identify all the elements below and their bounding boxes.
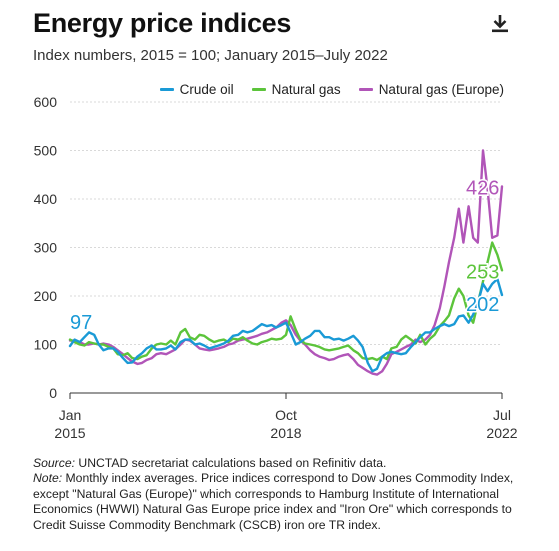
- legend-label: Natural gas: [271, 82, 341, 97]
- legend-label: Crude oil: [179, 82, 234, 97]
- legend-item: Crude oil: [159, 82, 234, 97]
- download-icon[interactable]: [490, 13, 510, 35]
- data-label-crude-oil-start: 97: [70, 312, 92, 334]
- legend-item: Natural gas (Europe): [358, 82, 504, 97]
- legend-swatch: [358, 88, 373, 91]
- x-tick-label: Oct: [275, 407, 297, 423]
- chart-notes: Source: UNCTAD secretariat calculations …: [33, 456, 533, 533]
- legend-item: Natural gas: [251, 82, 341, 97]
- legend-label: Natural gas (Europe): [378, 82, 504, 97]
- line-chart: 0100200300400500600Jan2015Oct2018Jul2022…: [34, 94, 518, 441]
- data-label-natural-gas-europe-end: 426: [466, 177, 499, 199]
- y-tick-label: 0: [49, 385, 57, 401]
- x-tick-label: 2018: [270, 425, 301, 441]
- chart-title: Energy price indices: [33, 8, 292, 38]
- series-line-natural-gas: [68, 241, 504, 362]
- legend-swatch: [251, 88, 266, 91]
- x-tick-label: Jul: [493, 407, 511, 423]
- data-label-natural-gas-end: 253: [466, 261, 499, 283]
- data-label-crude-oil-end: 202: [466, 294, 499, 316]
- y-tick-label: 300: [34, 240, 58, 256]
- y-tick-label: 400: [34, 191, 58, 207]
- series-line-natural-gas-europe: [68, 149, 504, 376]
- legend-swatch: [159, 88, 174, 91]
- series-line-crude-oil: [68, 277, 504, 373]
- y-tick-label: 500: [34, 143, 58, 159]
- chart-legend: Crude oil Natural gas Natural gas (Europe): [159, 82, 504, 97]
- y-tick-label: 200: [34, 288, 58, 304]
- chart-subtitle: Index numbers, 2015 = 100; January 2015–…: [33, 47, 388, 64]
- y-tick-label: 600: [34, 94, 58, 110]
- x-tick-label: 2015: [54, 425, 85, 441]
- method-note: Note: Monthly index averages. Price indi…: [33, 471, 514, 532]
- source-note: Source: UNCTAD secretariat calculations …: [33, 456, 387, 470]
- y-tick-label: 100: [34, 337, 58, 353]
- x-tick-label: 2022: [486, 425, 517, 441]
- x-tick-label: Jan: [59, 407, 82, 423]
